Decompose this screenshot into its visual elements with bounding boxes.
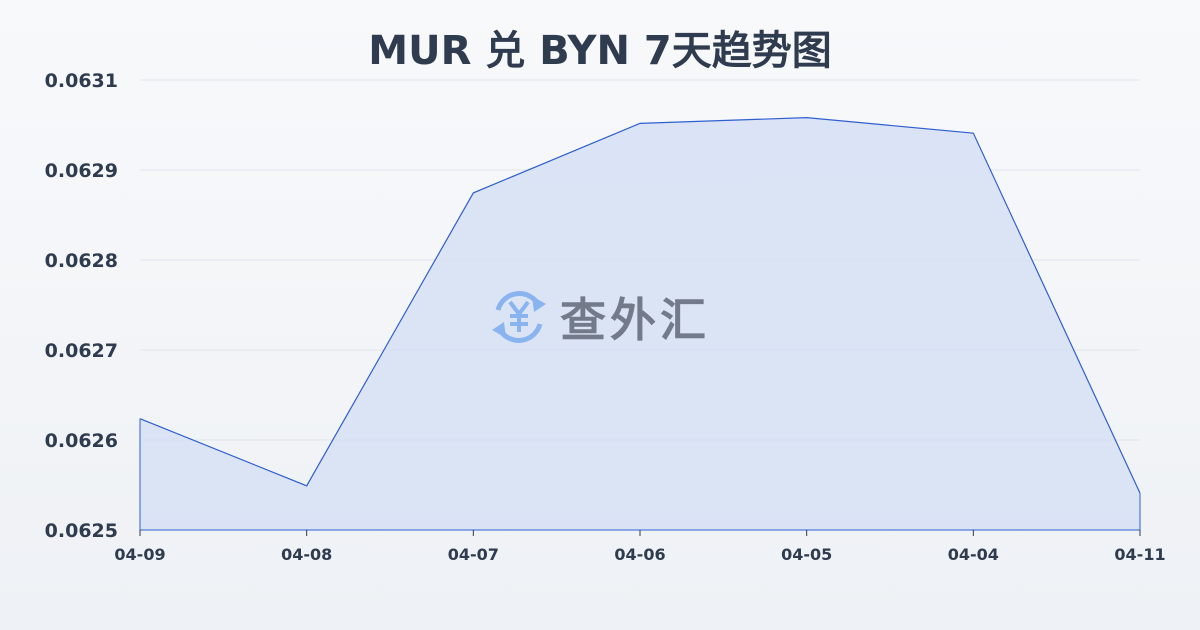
y-tick-label: 0.0626 — [45, 430, 118, 452]
x-tick-label: 04-09 — [114, 545, 165, 564]
watermark-text: 查外汇 — [560, 293, 710, 347]
area-fill — [140, 117, 1140, 531]
yen-exchange-icon — [492, 291, 546, 343]
y-tick-label: 0.0628 — [45, 250, 118, 272]
x-tick-label: 04-05 — [781, 545, 832, 564]
x-tick-label: 04-08 — [281, 545, 332, 564]
chart-title: MUR 兑 BYN 7天趋势图 — [368, 28, 832, 74]
y-tick-label: 0.0629 — [45, 160, 118, 182]
x-tick-label: 04-04 — [948, 545, 999, 564]
x-tick-label: 04-07 — [448, 545, 499, 564]
x-tick-label: 04-11 — [1114, 545, 1165, 564]
y-tick-label: 0.0631 — [45, 70, 118, 92]
watermark: 查外汇 — [488, 284, 710, 350]
y-tick-label: 0.0625 — [45, 520, 118, 542]
y-tick-label: 0.0627 — [45, 340, 118, 362]
x-tick-label: 04-06 — [614, 545, 665, 564]
